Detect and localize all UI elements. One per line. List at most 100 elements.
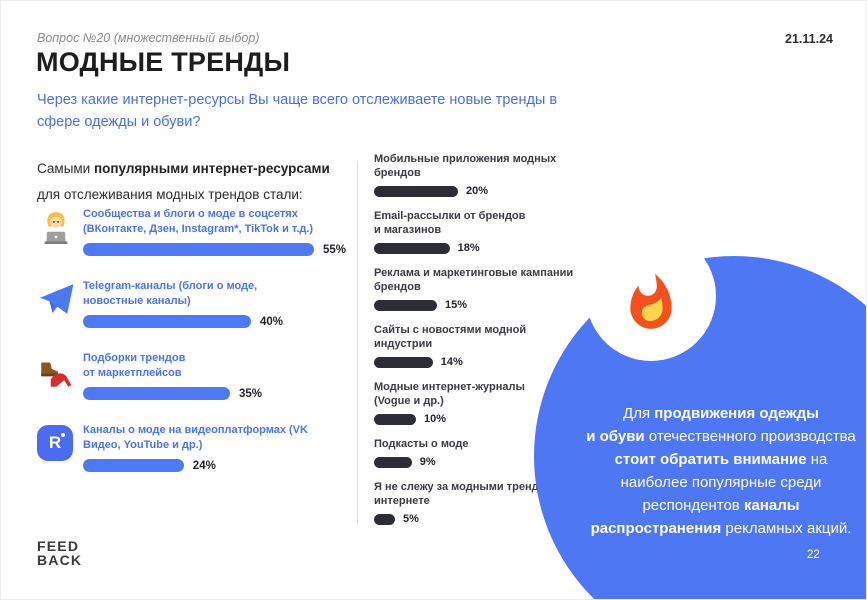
fire-badge [586,231,716,361]
resource-item: R Каналы о моде на видеоплатформах (VK Ви… [37,423,359,472]
bar [83,387,230,400]
insight-text: Для продвижения одежды и обуви отечествен… [569,402,866,540]
insight-line: Для продвижения одежды [569,402,866,425]
feedback-logo: FEED BACK [37,538,83,568]
page-title: МОДНЫЕ ТРЕНДЫ [36,47,291,77]
bar-value-label: 14% [440,356,463,368]
insight-text-segment: на [806,451,828,468]
bar [374,299,437,311]
logo-line1: FEED [37,538,80,554]
bar-value-label: 20% [466,185,489,197]
resource-label: Мобильные приложения модных брендов [374,153,557,179]
telegram-plane-icon [37,279,83,328]
bar-value-label: 18% [457,242,480,254]
bar [83,459,184,472]
resource-item: Модные интернет-журналы (Vogue и др.) 10% [374,380,579,425]
woman-technologist-icon [37,207,83,256]
insight-text-segment: стоит обратить внимание [614,451,807,468]
resource-item: Подборки трендов от маркетплейсов 35% [37,351,359,400]
insight-line: стоит обратить внимание на [569,448,866,471]
question-number-label: Вопрос №20 (множественный выбор) [37,31,260,45]
bar-value-label: 15% [445,299,468,311]
insight-line: респондентов каналы [569,494,866,517]
column-divider [357,161,358,525]
bar-row: 35% [83,387,359,400]
intro-normal: Самыми [37,161,94,176]
bar-value-label: 40% [260,315,284,328]
resource-label: Сообщества и блоги о моде в соцсетях (ВК… [83,208,314,235]
popular-resources-chart: Сообщества и блоги о моде в соцсетях (ВК… [37,207,359,495]
shoes-icon [37,351,83,400]
resource-label: Подкасты о моде [374,438,469,450]
fire-icon [630,273,672,329]
logo-line2: BACK [37,551,83,568]
insight-line: распространения рекламных акций. [569,517,866,540]
resource-label: Email-рассылки от брендов и магазинов [374,210,526,236]
insight-text-segment: отечественного производства [644,428,856,445]
survey-question: Через какие интернет-ресурсы Вы чаще все… [37,92,558,130]
video-platform-r-icon: R [37,423,83,472]
page-number: 22 [807,549,820,561]
bar [374,356,433,368]
insight-text-segment: наиболее популярные среди [620,474,822,491]
bar-row: 18% [374,242,579,254]
bar-row: 5% [374,513,579,525]
intro-bold: популярными интернет-ресурсами [93,161,330,176]
bar [374,456,412,468]
bar-value-label: 55% [323,243,347,256]
bar [374,185,458,197]
bar-value-label: 5% [403,513,419,525]
bar-value-label: 9% [419,456,436,468]
insight-text-segment: Для [623,405,655,422]
resource-label: Реклама и маркетинговые кампании брендов [374,267,574,293]
resource-item: Реклама и маркетинговые кампании брендов… [374,266,579,311]
insight-text-segment: респондентов [642,497,744,514]
insight-text-segment: рекламных акций. [721,520,852,537]
bar [83,315,251,328]
bar-value-label: 35% [239,387,263,400]
resource-item: Подкасты о моде 9% [374,437,579,468]
other-resources-chart: Мобильные приложения модных брендов 20% Em… [374,152,579,537]
resource-item: Я не слежу за модными трендами в интерне… [374,480,579,525]
bar-row: 40% [83,315,359,328]
insight-line: и обуви отечественного производства [569,425,866,448]
bar-row: 10% [374,413,579,425]
resource-label: Я не слежу за модными трендами в интерне… [374,481,569,507]
resource-item-body: Каналы о моде на видеоплатформах (VK Вид… [83,423,359,472]
insight-text-segment: каналы [743,497,800,514]
bar-row: 14% [374,356,579,368]
resource-label: Подборки трендов от маркетплейсов [83,352,186,379]
resource-label: Каналы о моде на видеоплатформах (VK Вид… [83,424,308,451]
insight-text-segment: распространения [590,520,722,537]
bar [374,242,450,254]
bar [83,243,314,256]
resource-item: Мобильные приложения модных брендов 20% [374,152,579,197]
intro-line2: для отслеживания модных трендов стали: [37,187,303,202]
resource-label: Telegram-каналы (блоги о моде, новостные… [83,280,258,307]
bar [374,413,416,425]
bar-row: 15% [374,299,579,311]
resource-item-body: Сообщества и блоги о моде в соцсетях (ВК… [83,207,359,256]
bar-row: 24% [83,459,359,472]
insight-line: наиболее популярные среди [569,471,866,494]
bar [374,513,395,525]
insight-text-segment: продвижения одежды [654,405,819,422]
resource-label: Модные интернет-журналы (Vogue и др.) [374,381,525,407]
bar-row: 20% [374,185,579,197]
intro-text: Самыми популярными интернет-ресурсами дл… [37,156,330,208]
date-label: 21.11.24 [785,32,833,46]
bar-value-label: 24% [192,459,216,472]
bar-row: 9% [374,456,579,468]
bar-value-label: 10% [424,413,447,425]
bar-row: 55% [83,243,359,256]
resource-item: Сообщества и блоги о моде в соцсетях (ВК… [37,207,359,256]
video-platform-r-logo: R [37,425,73,461]
resource-item-body: Подборки трендов от маркетплейсов 35% [83,351,359,400]
resource-item: Email-рассылки от брендов и магазинов 18% [374,209,579,254]
resource-label: Сайты с новостями модной индустрии [374,324,527,350]
resource-item: Сайты с новостями модной индустрии 14% [374,323,579,368]
resource-item: Telegram-каналы (блоги о моде, новостные… [37,279,359,328]
resource-item-body: Telegram-каналы (блоги о моде, новостные… [83,279,359,328]
insight-text-segment: и обуви [586,428,645,445]
